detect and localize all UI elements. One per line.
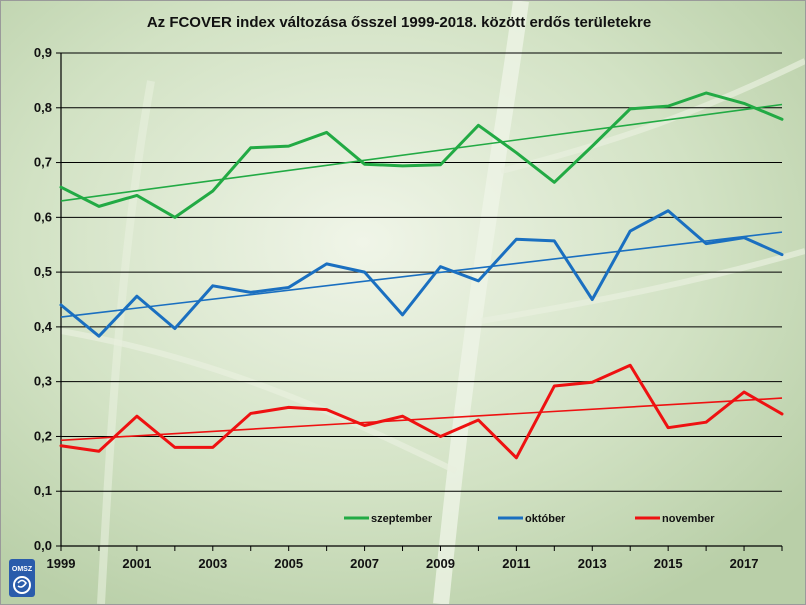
series-line-október [59,209,784,338]
y-tick-label: 0,9 [34,45,52,60]
y-tick-label: 0,1 [34,483,52,498]
series-line-november [59,363,784,460]
y-tick-label: 0,7 [34,155,52,170]
x-tick-label: 2017 [730,556,759,571]
x-tick-label: 2007 [350,556,379,571]
trend-line-szeptember [60,103,783,202]
trend-line-november [60,397,783,442]
y-tick-label: 0,6 [34,209,52,224]
legend: szeptember október november [344,513,715,525]
x-tick-label: 2011 [502,556,530,571]
trend-lines [60,103,783,442]
x-tick-label: 2003 [198,556,227,571]
x-tick-label: 2009 [426,556,455,571]
grid [61,52,782,492]
legend-label-október: október [525,513,566,525]
trend-line-október [60,231,783,318]
svg-text:OMSZ: OMSZ [12,566,33,573]
x-tick-label: 2005 [274,556,303,571]
series-lines [59,91,784,460]
x-tick-label: 2013 [578,556,607,571]
x-tick-label: 1999 [47,556,76,571]
y-tick-label: 0,2 [34,428,52,443]
x-tick-label: 2015 [654,556,683,571]
x-tick-label: 2001 [122,556,151,571]
series-line-szeptember [59,91,784,219]
y-tick-label: 0,4 [34,319,53,334]
axes [56,52,783,551]
omsz-logo: OMSZ [9,559,35,597]
y-tick-labels: 0,0 0,1 0,2 0,3 0,4 0,5 0,6 0,7 0,8 0,9 [34,45,53,553]
y-tick-label: 0,3 [34,374,52,389]
legend-label-szeptember: szeptember [371,513,433,525]
legend-label-november: november [662,513,715,525]
chart-title: Az FCOVER index változása ősszel 1999-20… [147,14,651,31]
y-tick-label: 0,8 [34,100,52,115]
y-tick-label: 0,5 [34,264,52,279]
x-tick-labels: 1999 2001 2003 2005 2007 2009 2011 2013 2015 2017 [47,556,759,571]
y-tick-label: 0,0 [34,538,52,553]
